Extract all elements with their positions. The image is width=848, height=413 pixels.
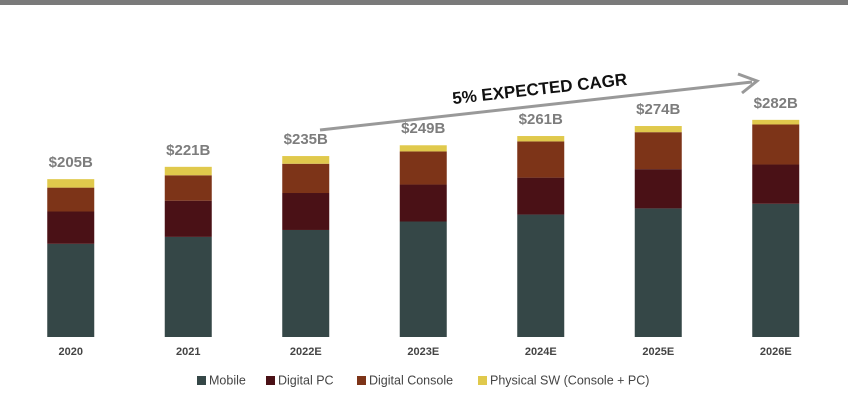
legend-label: Digital Console	[369, 373, 453, 387]
top-rule	[0, 0, 848, 5]
bar-segment	[282, 163, 330, 194]
bar-segment	[47, 187, 95, 212]
legend-swatch	[478, 376, 487, 385]
x-tick-label: 2026E	[760, 346, 792, 358]
bar-segment	[752, 119, 800, 125]
bar-segment	[164, 200, 212, 237]
bar-segment	[634, 208, 682, 337]
bar-segment	[634, 169, 682, 209]
x-tick-label: 2024E	[525, 346, 557, 358]
bar-segment	[164, 166, 212, 176]
bar-segment	[752, 164, 800, 204]
annotation-group: 5% EXPECTED CAGR	[451, 70, 628, 108]
legend-label: Digital PC	[278, 373, 334, 387]
bar-segment	[282, 193, 330, 230]
total-label: $205B	[49, 154, 93, 171]
bar-segment	[517, 214, 565, 337]
bar-segment	[752, 124, 800, 165]
bar-segment	[752, 203, 800, 337]
total-label: $274B	[636, 101, 680, 118]
bar-segment	[517, 177, 565, 215]
bar-segment	[164, 236, 212, 337]
x-tick-label: 2023E	[407, 346, 439, 358]
x-tick-label: 2025E	[642, 346, 674, 358]
total-label: $221B	[166, 142, 210, 159]
x-tick-label: 2021	[176, 346, 200, 358]
total-label: $282B	[754, 95, 798, 112]
x-tick-label: 2020	[59, 346, 83, 358]
total-label: $235B	[284, 131, 328, 148]
bar-segment	[634, 126, 682, 133]
bar-segment	[282, 156, 330, 164]
legend-label: Physical SW (Console + PC)	[490, 373, 649, 387]
bar-segment	[47, 179, 95, 188]
bar-segment	[282, 229, 330, 337]
total-label: $249B	[401, 120, 445, 137]
bar-segment	[517, 136, 565, 142]
total-label: $261B	[519, 111, 563, 128]
bar-segment	[47, 243, 95, 337]
bar-segment	[47, 211, 95, 244]
x-tick-label: 2022E	[290, 346, 322, 358]
bar-segment	[399, 184, 447, 222]
cagr-arrow-head	[737, 72, 761, 95]
bar-segment	[399, 221, 447, 337]
bar-segment	[399, 151, 447, 185]
legend-swatch	[266, 376, 275, 385]
legend-swatch	[357, 376, 366, 385]
legend-label: Mobile	[209, 373, 246, 387]
bar-segment	[164, 175, 212, 201]
annotation: 5% EXPECTED CAGR	[451, 70, 628, 108]
bar-segment	[399, 145, 447, 152]
legend-swatch	[197, 376, 206, 385]
bar-segment	[517, 141, 565, 178]
bar-segment	[634, 132, 682, 170]
cagr-arrow-line	[319, 80, 753, 132]
